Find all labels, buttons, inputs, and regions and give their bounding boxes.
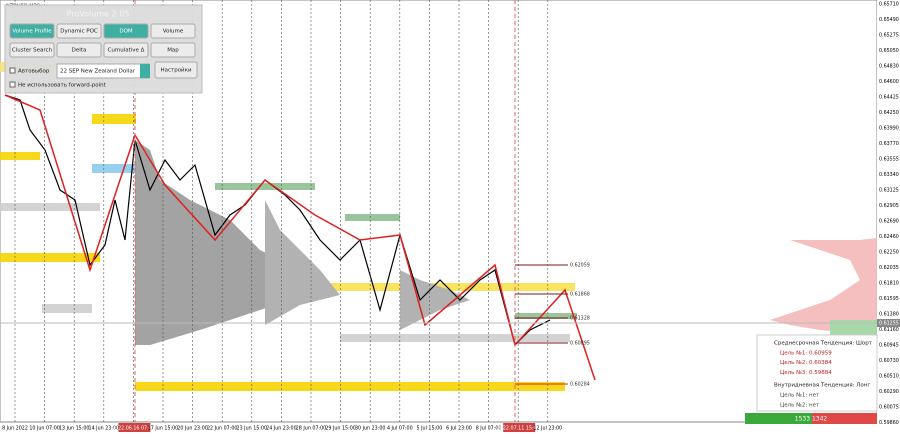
time-label: 17 Jun 15:00 (148, 426, 178, 432)
time-label: 4 Jul 07:00 (387, 426, 413, 432)
info-line: Цель №1: нет (780, 393, 820, 399)
time-label: 23 Jun 15:00 (237, 426, 267, 432)
volume-text: 1533 1342 (795, 416, 828, 423)
provolume-panel: ProVolume 2.05 Volume Profile Dynamic POC D… (4, 4, 203, 94)
price-label: 0.62690 (879, 219, 899, 225)
time-label: 10 Jun 07:00 (29, 426, 59, 432)
time-label: 30 Jun 23:00 (355, 426, 385, 432)
info-box (756, 334, 878, 412)
tool-button-label: Map (167, 48, 179, 54)
level-label: 0.60284 (570, 382, 590, 388)
time-label: 29 Jun 15:00 (325, 426, 355, 432)
price-label: 0.63125 (879, 188, 899, 194)
volume-bar (745, 413, 877, 424)
price-label: 0.64250 (879, 110, 899, 116)
tool-button-label: Delta (72, 48, 87, 54)
price-label: 0.61160 (879, 327, 899, 333)
checkbox[interactable] (9, 67, 16, 74)
price-label: 0.61380 (879, 312, 899, 318)
settings-button[interactable] (154, 61, 198, 79)
time-label: 20 Jun 23:00 (177, 426, 207, 432)
price-label: 0.59860 (879, 420, 899, 426)
level-label: 0.61868 (570, 292, 590, 298)
current-price-box (877, 319, 900, 327)
forward-point: Не использовать forward-point (18, 83, 107, 89)
price-label: 0.63770 (879, 141, 899, 147)
price-label: 0.63990 (879, 126, 899, 132)
price-label: 0.64600 (879, 79, 899, 85)
tool-button[interactable] (56, 23, 102, 39)
price-label: 0.64830 (879, 64, 899, 70)
instrument: 22 SEP New Zealand Dollar (60, 69, 136, 75)
info-line: Среднесрочная Тенденция: Шорт (774, 341, 873, 347)
price-label: 0.65490 (879, 17, 899, 23)
tool-button[interactable] (103, 42, 149, 58)
volume-bar-red (812, 413, 877, 424)
price-label: 0.65050 (879, 48, 899, 54)
time-label: 24 Jun 23:00 (266, 426, 296, 432)
time-label: 22 Jun 07:00 (207, 426, 237, 432)
time-label: 5 Jul 15:00 (417, 426, 443, 432)
tool-button[interactable] (150, 42, 196, 58)
auto-select: Автовыбор (18, 69, 50, 75)
tool-button[interactable] (150, 23, 196, 39)
time-label: 8 Jul 07:00 (476, 426, 502, 432)
price-label: 0.62250 (879, 250, 899, 256)
info-line: Цель №2: нет (780, 402, 820, 408)
tool-button[interactable] (56, 42, 102, 58)
price-label: 0.60290 (879, 389, 899, 395)
tool-button-label: Cluster Search (12, 48, 53, 54)
price-label: 0.62460 (879, 234, 899, 240)
tool-button[interactable] (103, 23, 149, 39)
time-label: 2022.07.11 15:00 (497, 426, 540, 432)
price-label: 0.60945 (879, 343, 899, 349)
dropdown-arrow[interactable] (140, 64, 150, 78)
price-label: 0.60510 (879, 374, 899, 380)
panel-title: ProVolume 2.05 (67, 10, 130, 19)
price-label: 0.62905 (879, 203, 899, 209)
checkbox[interactable] (9, 81, 16, 88)
level-label: 0.62059 (570, 263, 590, 269)
info-line: Внутридневная Тенденция: Лонг (774, 383, 870, 389)
time-highlight (503, 423, 536, 432)
tool-button-label: DOM (119, 29, 133, 35)
info-line: Цель №2: 0.60384 (780, 360, 832, 366)
time-label: 28 Jun 07:00 (296, 426, 326, 432)
tool-button-label: Dynamic POC (60, 29, 98, 35)
current-price: 0.61255 (879, 321, 899, 327)
level-label: 0.61328 (570, 316, 590, 322)
price-label: 0.62035 (879, 265, 899, 271)
price-label: 0.64425 (879, 95, 899, 101)
price-label: 0.61810 (879, 281, 899, 287)
time-label: 13 Jun 15:00 (59, 426, 89, 432)
time-label: 14 Jun 23:00 (89, 426, 119, 432)
time-label: 8 Jun 2022 (2, 426, 28, 432)
tool-button-label: Volume (163, 29, 184, 35)
tool-button-label: Volume Profile (12, 29, 52, 35)
zones (0, 62, 877, 391)
price-label: 0.65275 (879, 33, 899, 39)
price-label: 0.60730 (879, 358, 899, 364)
price-label: 0.60075 (879, 405, 899, 411)
time-label: 2022.06.16 07:00 (112, 426, 155, 432)
tool-button-label: Cumulative Δ (108, 48, 145, 54)
time-highlight (118, 423, 151, 432)
tool-button[interactable] (9, 23, 55, 39)
settings-label: Настройки (160, 67, 191, 74)
time-label: 6 Jul 23:00 (446, 426, 472, 432)
time-label: 12 Jul 23:00 (533, 426, 562, 432)
level-label: 0.60895 (570, 341, 590, 347)
info-line: Цель №3: 0.59884 (780, 370, 832, 376)
price-label: 0.61595 (879, 296, 899, 302)
zigzag (4, 94, 596, 381)
price-label: 0.65710 (879, 2, 899, 8)
price-label: 0.63340 (879, 172, 899, 178)
tool-button[interactable] (9, 42, 55, 58)
info-line: Цель №1: 0.60959 (780, 350, 832, 356)
price-label: 0.63555 (879, 157, 899, 163)
price-line (4, 94, 551, 347)
